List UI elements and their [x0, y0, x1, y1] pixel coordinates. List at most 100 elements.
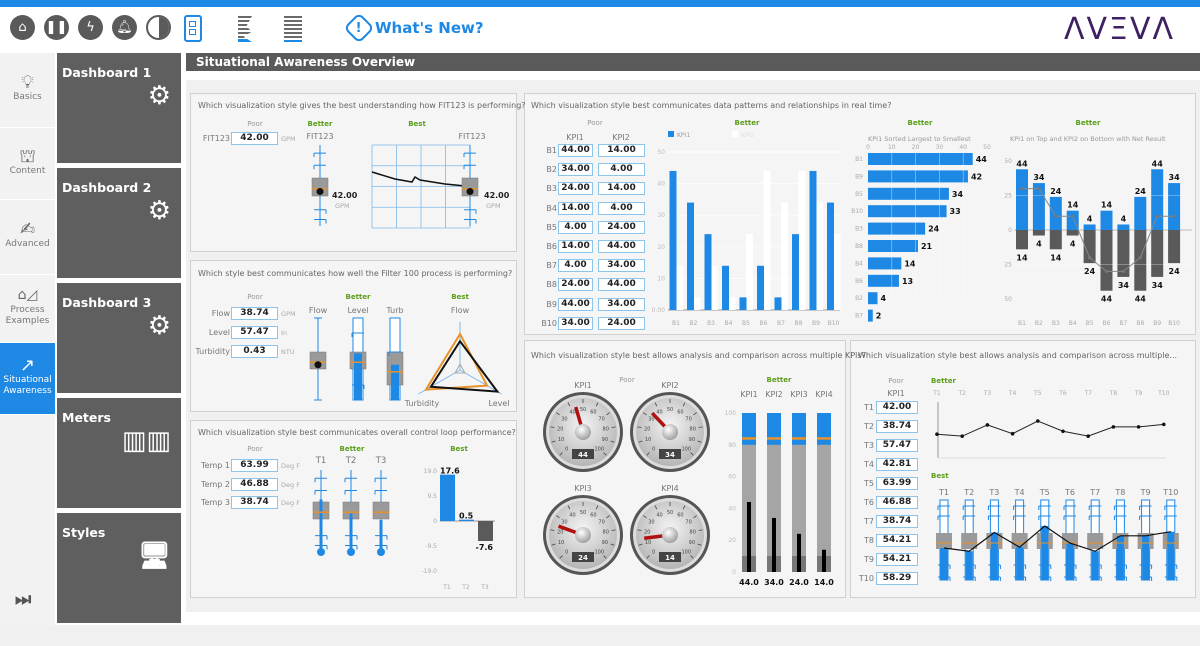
value-field[interactable]: 38.74 — [231, 307, 278, 320]
kpi1-field[interactable]: 14.00 — [558, 240, 593, 253]
value-field[interactable]: 46.88 — [231, 477, 278, 491]
gauge-tick — [595, 505, 599, 510]
limit-marker — [1114, 564, 1127, 569]
kpi1-field[interactable]: 54.21 — [876, 534, 918, 547]
x-tick-label: B7 — [777, 320, 785, 327]
nav-item-basics[interactable]: 💡︎ Basics — [0, 53, 55, 128]
limit-marker — [962, 515, 976, 520]
row-label: T1 — [864, 403, 874, 412]
data-label-bottom: 14 — [1016, 253, 1028, 262]
gauge-tick-label: 40 — [656, 513, 662, 519]
layout-icon[interactable] — [184, 15, 202, 42]
radar-label-level: Level — [488, 399, 509, 408]
tile-dashboard-3[interactable]: Dashboard 3 ⚙︎ — [57, 283, 181, 393]
kpi2-field[interactable]: 34.00 — [598, 297, 645, 311]
value-field[interactable]: 0.43 — [231, 345, 278, 358]
kpi1-field[interactable]: 57.47 — [876, 439, 918, 452]
thermometer-title: T3 — [988, 488, 999, 497]
tile-meters[interactable]: Meters ▥▥ — [57, 398, 181, 508]
kpi1-field[interactable]: 24.00 — [558, 182, 593, 196]
kpi2-field[interactable]: 4.00 — [598, 201, 645, 215]
bar-top-B7 — [1117, 224, 1130, 230]
kpi1-field[interactable]: 14.00 — [558, 201, 593, 215]
kpi2-field[interactable]: 44.00 — [598, 278, 645, 292]
kpi1-field[interactable]: 38.74 — [876, 420, 918, 433]
gauge-tick-label: 30 — [648, 519, 654, 525]
limit-marker — [1038, 505, 1051, 510]
kpi1-field[interactable]: 54.21 — [876, 553, 918, 566]
nav-item-process-examples[interactable]: ⌂◿ Process Examples — [0, 275, 55, 343]
kpi1-field[interactable]: 42.81 — [876, 458, 918, 471]
kpi2-field[interactable]: 24.00 — [598, 220, 645, 234]
rating-better: Better — [907, 119, 933, 127]
target-range-box — [309, 351, 327, 370]
rating-poor: Poor — [888, 377, 904, 385]
kpi1-field[interactable]: 4.00 — [558, 220, 593, 234]
gauge-tick-label: 50 — [580, 510, 586, 516]
kpi2-field[interactable]: 4.00 — [598, 163, 645, 177]
value-field[interactable]: 38.74 — [231, 496, 278, 509]
y-tick-label: 20 — [728, 537, 736, 544]
kpi1-field[interactable]: 44.00 — [558, 144, 593, 157]
limit-marker — [463, 164, 476, 170]
bar-top-B4 — [1066, 210, 1079, 230]
kpi2-field[interactable]: 44.00 — [598, 240, 645, 253]
kpi1-field[interactable]: 38.74 — [876, 515, 918, 528]
kpi2-field[interactable]: 14.00 — [598, 144, 645, 157]
y-tick-label: 50 — [1004, 296, 1012, 303]
whats-new-button[interactable]: ! What's New? — [343, 12, 484, 44]
limit-marker — [1013, 515, 1026, 520]
x-tick-label: B6 — [1103, 320, 1111, 327]
tile-styles[interactable]: Styles 🖥︎ — [57, 513, 181, 623]
trend-overlay-line — [943, 525, 1171, 552]
kpi1-field[interactable]: 4.00 — [558, 259, 593, 273]
gauge-tick — [654, 402, 658, 407]
tile-dashboard-1[interactable]: Dashboard 1 ⚙︎ — [57, 53, 181, 163]
kpi1-field[interactable]: 58.29 — [876, 572, 918, 585]
kpi1-field[interactable]: 63.99 — [876, 477, 918, 490]
limit-marker — [1139, 515, 1152, 520]
row-label: B8 — [546, 280, 557, 290]
pause-icon[interactable]: ❚❚ — [44, 15, 69, 40]
kpi2-field[interactable]: 14.00 — [598, 182, 645, 196]
contrast-icon[interactable] — [146, 15, 171, 40]
limit-marker — [1089, 576, 1102, 581]
gauge-tick-label: 0 — [652, 446, 655, 452]
gauge-tick — [610, 440, 615, 443]
nav-item-content[interactable]: ⛫ Content — [0, 128, 55, 200]
tile-label: Dashboard 3 — [62, 295, 152, 310]
gauge-tick-label: 30 — [648, 416, 654, 422]
fit123-value-field[interactable]: 42.00 — [231, 132, 278, 145]
kpi1-field[interactable]: 42.00 — [876, 401, 918, 414]
value-field[interactable]: 63.99 — [231, 459, 278, 472]
bar-T2 — [459, 519, 474, 521]
x-tick-label: B5 — [1086, 320, 1094, 327]
x-tick-label: B8 — [1136, 320, 1144, 327]
gauge-knob — [662, 527, 678, 543]
lightning-icon[interactable]: ϟ — [78, 15, 103, 40]
text-list-icon[interactable] — [284, 16, 302, 42]
gauge-tick-label: 0 — [652, 549, 655, 555]
kpi2-field[interactable]: 24.00 — [598, 316, 645, 330]
kpi1-field[interactable]: 46.88 — [876, 496, 918, 509]
fast-forward-icon[interactable]: ⏭︎ — [15, 589, 32, 610]
target-range-box — [461, 177, 479, 197]
kpi1-field[interactable]: 24.00 — [558, 278, 593, 292]
kpi1-field[interactable]: 34.00 — [558, 163, 593, 177]
limit-marker — [938, 576, 951, 581]
bar-kpi1-B3 — [704, 234, 712, 310]
kpi1-field[interactable]: 34.00 — [558, 316, 593, 330]
gauge-tick — [654, 505, 658, 510]
kpi2-field[interactable]: 34.00 — [598, 259, 645, 273]
nav-item-situational-awareness[interactable]: ↗ Situational Awareness — [0, 343, 55, 415]
nav-item-advanced[interactable]: ✍ Advanced — [0, 200, 55, 275]
home-icon[interactable]: ⌂ — [10, 15, 35, 40]
bell-icon[interactable]: 🔔︎ — [112, 15, 137, 40]
limit-marker — [344, 477, 357, 483]
dashboard-settings-icon: ⚙︎ — [147, 81, 171, 111]
unit-label: GPM — [281, 310, 296, 318]
gauge-tick — [567, 402, 571, 407]
value-field[interactable]: 57.47 — [231, 326, 278, 339]
tile-dashboard-2[interactable]: Dashboard 2 ⚙︎ — [57, 168, 181, 278]
kpi1-field[interactable]: 44.00 — [558, 297, 593, 311]
